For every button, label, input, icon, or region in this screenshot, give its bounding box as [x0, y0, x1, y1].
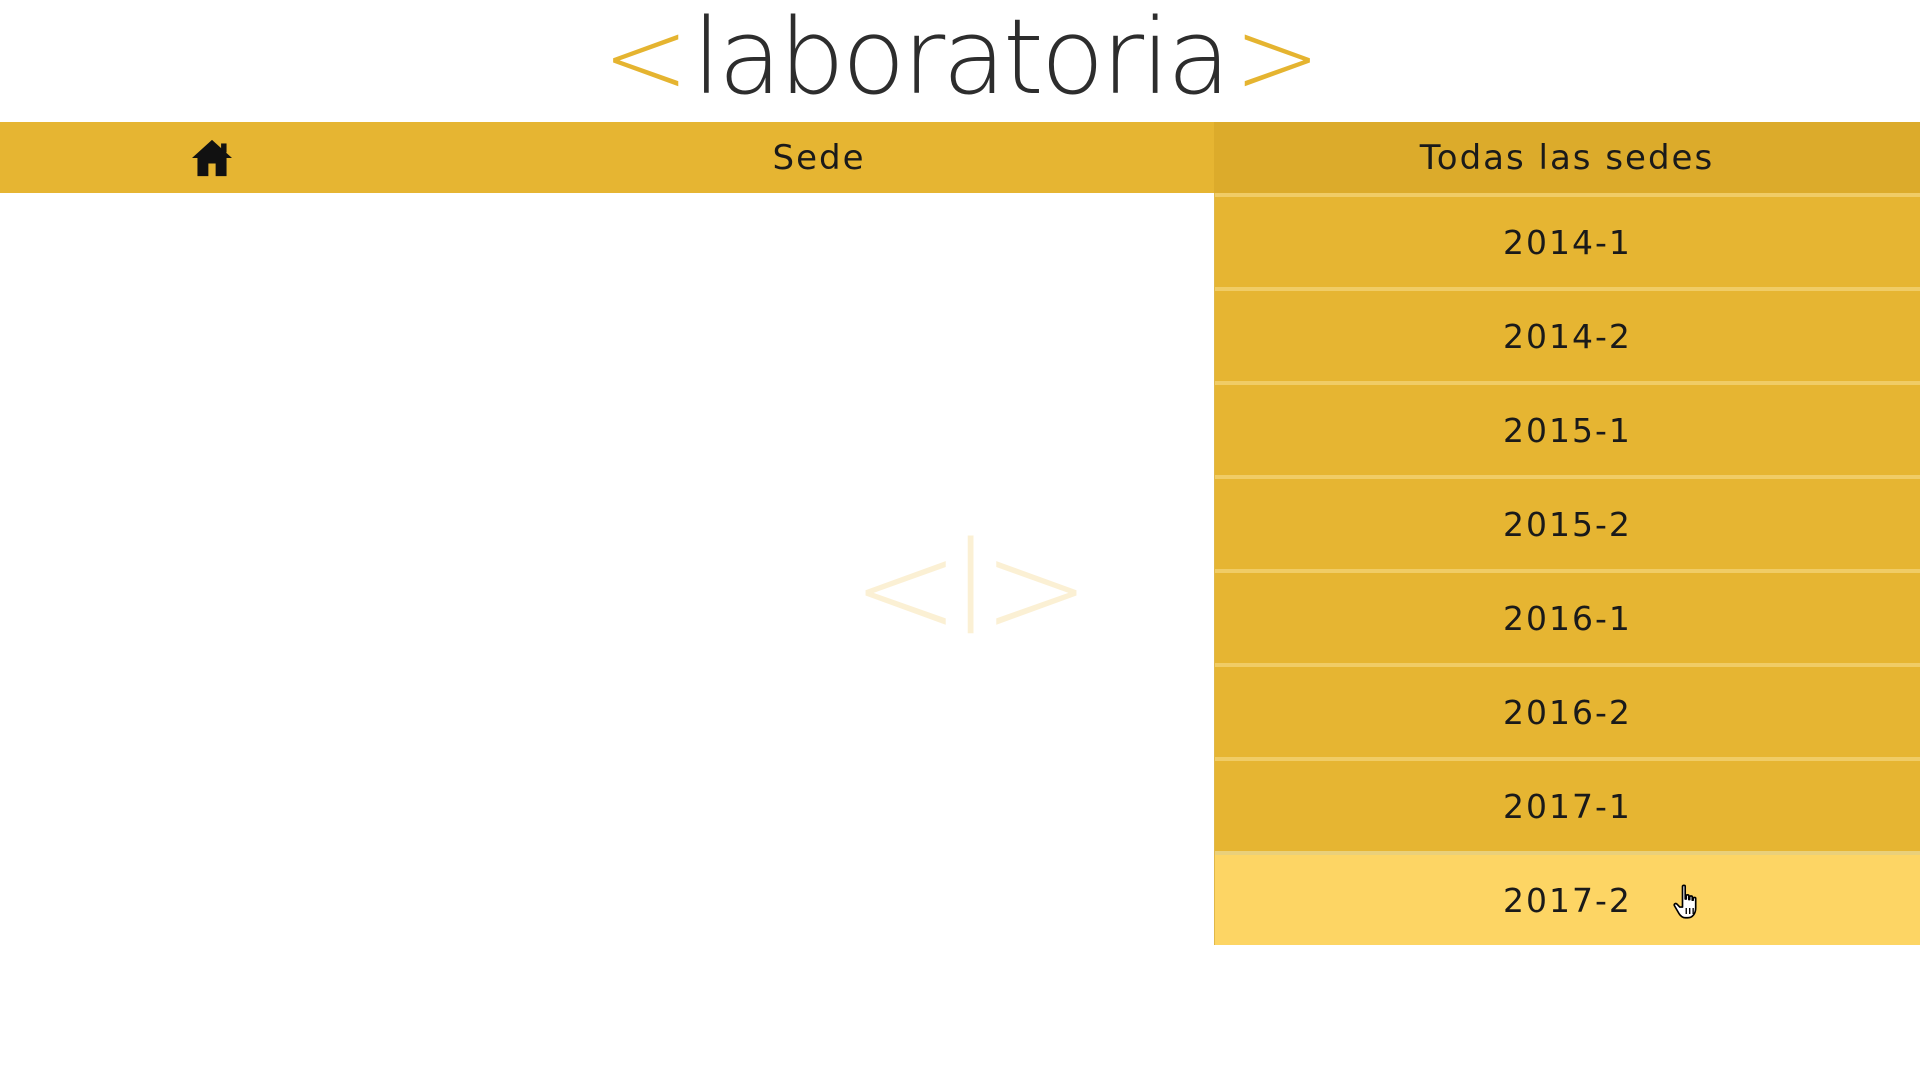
dropdown-item-2016-2[interactable]: 2016-2 [1215, 663, 1920, 757]
dropdown-item-2017-1[interactable]: 2017-1 [1215, 757, 1920, 851]
laboratoria-logo[interactable]: < laboratoria > [602, 0, 1321, 118]
background-watermark-logo: <l> [851, 515, 1090, 664]
site-header: < laboratoria > [0, 0, 1920, 122]
sedes-dropdown-toggle[interactable]: Todas las sedes [1214, 122, 1920, 193]
home-icon [192, 139, 232, 176]
dropdown-item-2016-1[interactable]: 2016-1 [1215, 569, 1920, 663]
dropdown-item-2015-1[interactable]: 2015-1 [1215, 381, 1920, 475]
sede-nav-item[interactable]: Sede [772, 137, 866, 178]
home-button[interactable] [0, 122, 424, 193]
logo-wordmark: laboratoria [692, 0, 1231, 118]
dropdown-item-2014-1[interactable]: 2014-1 [1215, 193, 1920, 287]
sedes-dropdown-menu: 2014-1 2014-2 2015-1 2015-2 2016-1 2016-… [1214, 193, 1920, 945]
logo-bracket-close: > [1233, 0, 1321, 118]
dropdown-item-2017-2[interactable]: 2017-2 [1215, 851, 1920, 945]
hand-pointer-cursor-icon [1673, 884, 1697, 919]
dropdown-item-2015-2[interactable]: 2015-2 [1215, 475, 1920, 569]
logo-bracket-open: < [602, 0, 689, 118]
main-navbar: Sede Todas las sedes [0, 122, 1920, 193]
dropdown-item-2014-2[interactable]: 2014-2 [1215, 287, 1920, 381]
